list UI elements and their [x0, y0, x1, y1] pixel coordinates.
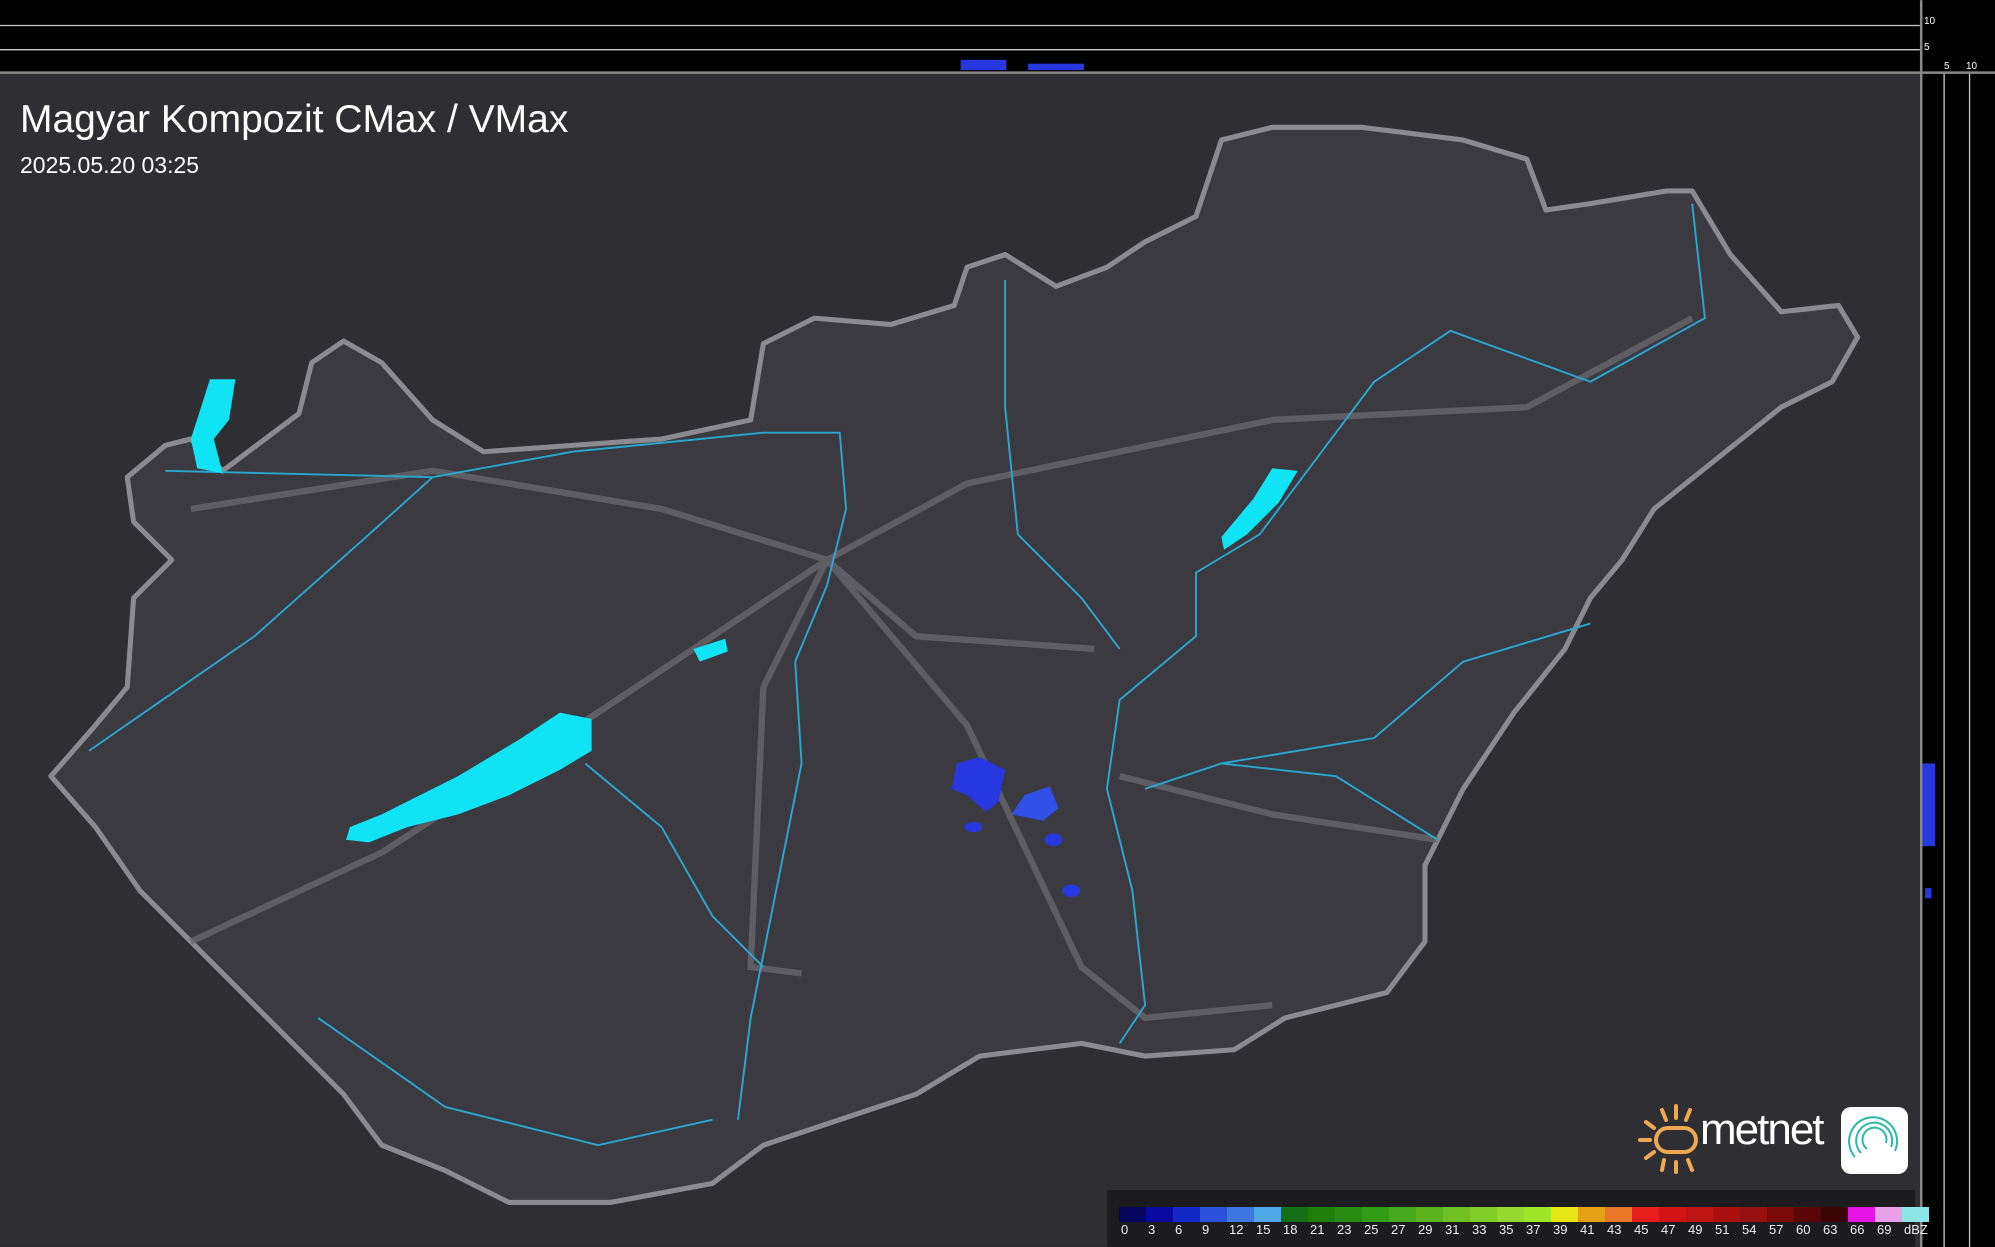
scale-label: 41 — [1580, 1222, 1595, 1237]
scale-label: 33 — [1472, 1222, 1487, 1237]
scale-label: 18 — [1283, 1222, 1298, 1237]
color-swatch — [1875, 1207, 1902, 1222]
scale-label: 47 — [1661, 1222, 1676, 1237]
river-koros — [1144, 622, 1591, 790]
color-swatch — [1659, 1207, 1686, 1222]
scale-label: 54 — [1742, 1222, 1757, 1237]
color-swatch — [1308, 1207, 1335, 1222]
right-strip — [1919, 0, 1995, 1247]
top-radar-echo — [960, 59, 1007, 71]
color-swatch — [1416, 1207, 1443, 1222]
river-drava — [317, 1017, 713, 1147]
scale-label: 57 — [1769, 1222, 1784, 1237]
scale-label: 27 — [1391, 1222, 1406, 1237]
color-scale-bar — [1119, 1207, 1929, 1222]
radar-echoes — [951, 757, 1081, 898]
scale-label: 49 — [1688, 1222, 1703, 1237]
color-swatch — [1254, 1207, 1281, 1222]
map-timestamp: 2025.05.20 03:25 — [20, 152, 200, 178]
river-raba — [88, 476, 434, 752]
color-swatch — [1389, 1207, 1416, 1222]
color-swatch — [1524, 1207, 1551, 1222]
scale-label: 6 — [1175, 1222, 1183, 1237]
lake-balaton — [346, 712, 592, 843]
top-axis-tick: 5 — [1924, 42, 1930, 53]
color-swatch — [1821, 1207, 1848, 1222]
color-swatch — [1551, 1207, 1578, 1222]
color-swatch — [1740, 1207, 1767, 1222]
river-tisza — [1105, 203, 1706, 1044]
scale-label: 63 — [1823, 1222, 1838, 1237]
scale-label: 9 — [1202, 1222, 1210, 1237]
scale-label: 60 — [1796, 1222, 1811, 1237]
lake-ferto — [190, 379, 236, 474]
scale-label: 39 — [1553, 1222, 1568, 1237]
river-sio — [584, 762, 765, 968]
color-swatch — [1632, 1207, 1659, 1222]
right-radar-echo — [1925, 888, 1932, 899]
color-swatch — [1470, 1207, 1497, 1222]
scale-label: 15 — [1256, 1222, 1271, 1237]
color-swatch — [1902, 1207, 1929, 1222]
country-hungary[interactable] — [48, 124, 1861, 1205]
top-radar-echo — [1028, 63, 1085, 71]
color-swatch — [1119, 1207, 1146, 1222]
scale-label: 12 — [1229, 1222, 1244, 1237]
scale-label: 29 — [1418, 1222, 1433, 1237]
scale-label: 51 — [1715, 1222, 1730, 1237]
scale-label: 43 — [1607, 1222, 1622, 1237]
color-swatch — [1686, 1207, 1713, 1222]
color-swatch — [1767, 1207, 1794, 1222]
color-swatch — [1443, 1207, 1470, 1222]
right-axis-tick: 5 — [1944, 61, 1950, 72]
color-swatch — [1362, 1207, 1389, 1222]
metnet-app-icon — [1841, 1107, 1908, 1174]
color-swatch — [1605, 1207, 1632, 1222]
metnet-logo-text: metnet — [1700, 1105, 1825, 1154]
scale-unit: dBZ — [1904, 1222, 1928, 1237]
scale-label: 66 — [1850, 1222, 1865, 1237]
scale-label: 3 — [1148, 1222, 1156, 1237]
lakes — [190, 379, 1298, 843]
scale-label: 45 — [1634, 1222, 1649, 1237]
color-swatch — [1578, 1207, 1605, 1222]
color-swatch — [1200, 1207, 1227, 1222]
scale-label: 0 — [1121, 1222, 1129, 1237]
scale-label: 21 — [1310, 1222, 1325, 1237]
right-radar-echo — [1922, 763, 1936, 847]
lake-tisza — [1221, 468, 1298, 550]
color-scale-legend: 0 3 6 9 12 15 18 21 23 25 27 29 31 33 35 37 39 41 43 45 47 49… — [1107, 1190, 1929, 1247]
rivers — [88, 203, 1706, 1147]
scale-label: 31 — [1445, 1222, 1460, 1237]
river-maros — [1221, 762, 1439, 841]
color-scale-labels: 0 3 6 9 12 15 18 21 23 25 27 29 31 33 35 37 39 41 43 45 47 49… — [1119, 1222, 1929, 1237]
color-swatch — [1227, 1207, 1254, 1222]
lake-velence — [693, 638, 728, 662]
color-swatch — [1281, 1207, 1308, 1222]
map-title: Magyar Kompozit CMax / VMax — [20, 98, 569, 141]
scale-label: 69 — [1877, 1222, 1892, 1237]
color-swatch — [1173, 1207, 1200, 1222]
color-swatch — [1794, 1207, 1821, 1222]
scale-label: 23 — [1337, 1222, 1352, 1237]
color-swatch — [1497, 1207, 1524, 1222]
color-swatch — [1335, 1207, 1362, 1222]
top-axis-tick: 10 — [1924, 16, 1936, 27]
river-zagyva — [1004, 279, 1121, 650]
scale-label: 37 — [1526, 1222, 1541, 1237]
color-swatch — [1146, 1207, 1173, 1222]
metnet-sun-icon — [1638, 1104, 1698, 1174]
top-strip — [0, 0, 1920, 73]
right-axis-tick: 10 — [1966, 61, 1978, 72]
scale-label: 25 — [1364, 1222, 1379, 1237]
color-swatch — [1713, 1207, 1740, 1222]
color-swatch — [1848, 1207, 1875, 1222]
river-danube — [165, 431, 848, 1120]
scale-label: 35 — [1499, 1222, 1514, 1237]
